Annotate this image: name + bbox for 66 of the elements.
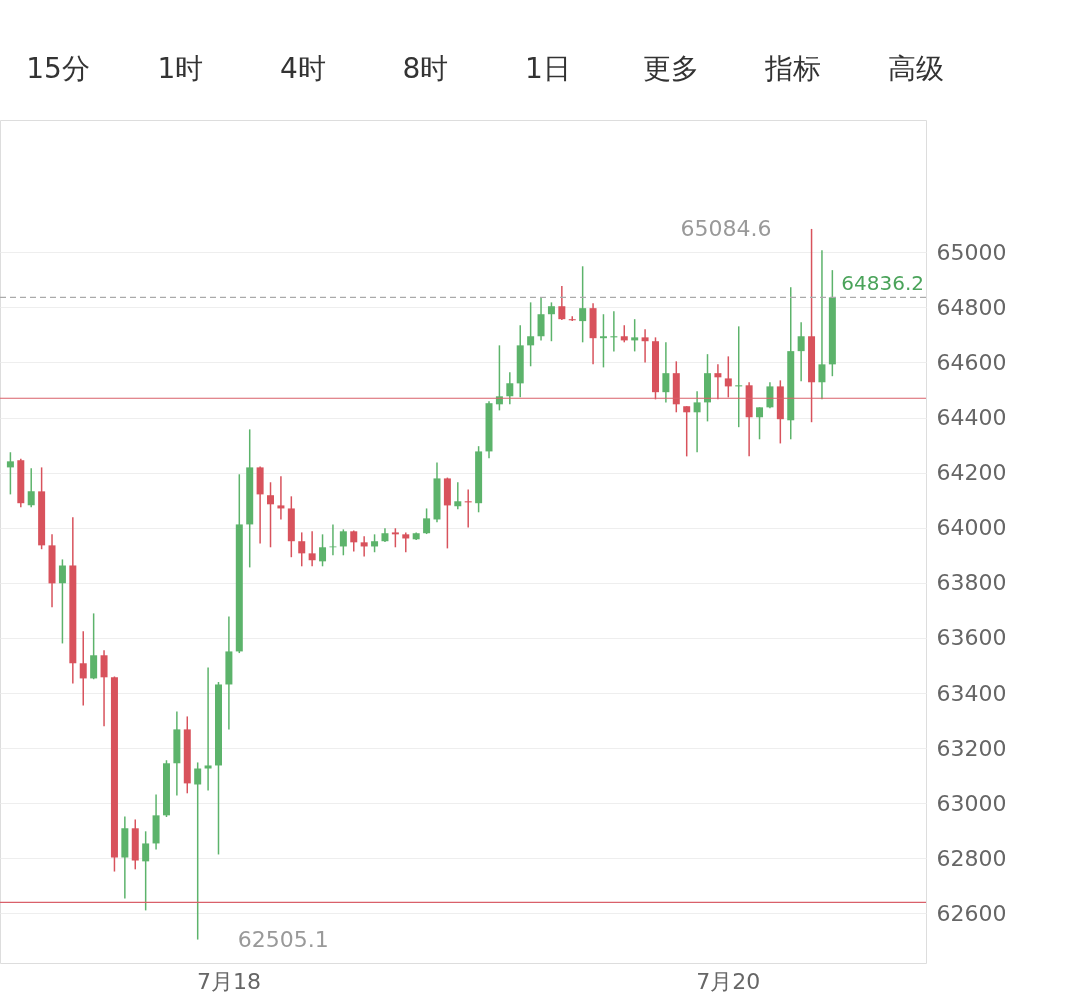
text: 1时 xyxy=(157,52,204,85)
text: 高级 xyxy=(887,52,944,85)
candlestick xyxy=(27,467,35,509)
candlestick xyxy=(58,558,66,645)
candlestick xyxy=(683,405,691,458)
x-tick-label: 7月18 xyxy=(196,968,261,994)
candlestick xyxy=(360,535,368,558)
candlestick xyxy=(391,527,399,549)
candlestick xyxy=(724,355,732,399)
candlestick xyxy=(308,530,316,568)
candlestick xyxy=(79,630,87,707)
candlestick xyxy=(766,381,774,409)
y-tick-label: 62800 xyxy=(936,845,1007,871)
candlestick xyxy=(599,313,607,369)
candlestick xyxy=(6,451,14,496)
y-tick-label: 63400 xyxy=(936,680,1007,706)
text: 更多 xyxy=(642,52,699,85)
candlestick xyxy=(204,666,212,792)
candlestick xyxy=(547,301,555,342)
candlestick xyxy=(527,301,535,368)
y-tick-label: 64800 xyxy=(936,294,1007,320)
candlestick xyxy=(558,285,566,321)
candlestick xyxy=(714,363,722,401)
candlestick xyxy=(797,321,805,382)
candlestick xyxy=(818,249,826,401)
candlestick xyxy=(329,523,337,557)
candlestick xyxy=(319,533,327,568)
candlestick xyxy=(277,475,285,521)
candlestick xyxy=(298,531,306,568)
candlestick xyxy=(631,318,639,353)
candlestick xyxy=(662,341,670,404)
candlestick xyxy=(454,481,462,511)
candlestick xyxy=(100,649,108,728)
candlestick xyxy=(641,328,649,364)
y-tick-label: 65000 xyxy=(936,239,1007,265)
candlestick xyxy=(402,531,410,553)
text: 15分 xyxy=(26,52,90,85)
candlestick xyxy=(90,612,98,680)
text: 指标 xyxy=(764,52,821,85)
x-tick-label: 7月20 xyxy=(696,968,761,994)
candlestick xyxy=(756,406,764,441)
text: 4时 xyxy=(280,52,326,85)
candlestick xyxy=(350,529,358,553)
text: 1日 xyxy=(525,52,571,85)
y-tick-label: 63200 xyxy=(936,735,1007,761)
y-tick-label: 64400 xyxy=(936,405,1007,431)
ref-line-label: 64836.2 xyxy=(841,271,924,296)
y-tick-label: 63800 xyxy=(936,570,1007,596)
candlestick xyxy=(693,390,701,453)
candlestick xyxy=(579,265,587,344)
candlestick xyxy=(339,528,347,557)
y-tick-label: 63600 xyxy=(936,625,1007,651)
annotation: 65084.6 xyxy=(680,215,772,241)
candlestick xyxy=(506,371,514,406)
y-tick-label: 64600 xyxy=(936,349,1007,375)
candlestick xyxy=(267,481,275,549)
candlestick xyxy=(423,507,431,535)
text: 8时 xyxy=(402,52,449,85)
candlestick xyxy=(142,830,150,912)
y-tick-label: 62600 xyxy=(936,900,1007,926)
candlestick xyxy=(194,761,202,941)
candlestick xyxy=(537,296,545,342)
annotation: 62505.1 xyxy=(237,926,329,952)
y-tick-label: 64200 xyxy=(936,460,1007,486)
y-tick-label: 64000 xyxy=(936,515,1007,541)
y-tick-label: 63000 xyxy=(936,790,1007,816)
